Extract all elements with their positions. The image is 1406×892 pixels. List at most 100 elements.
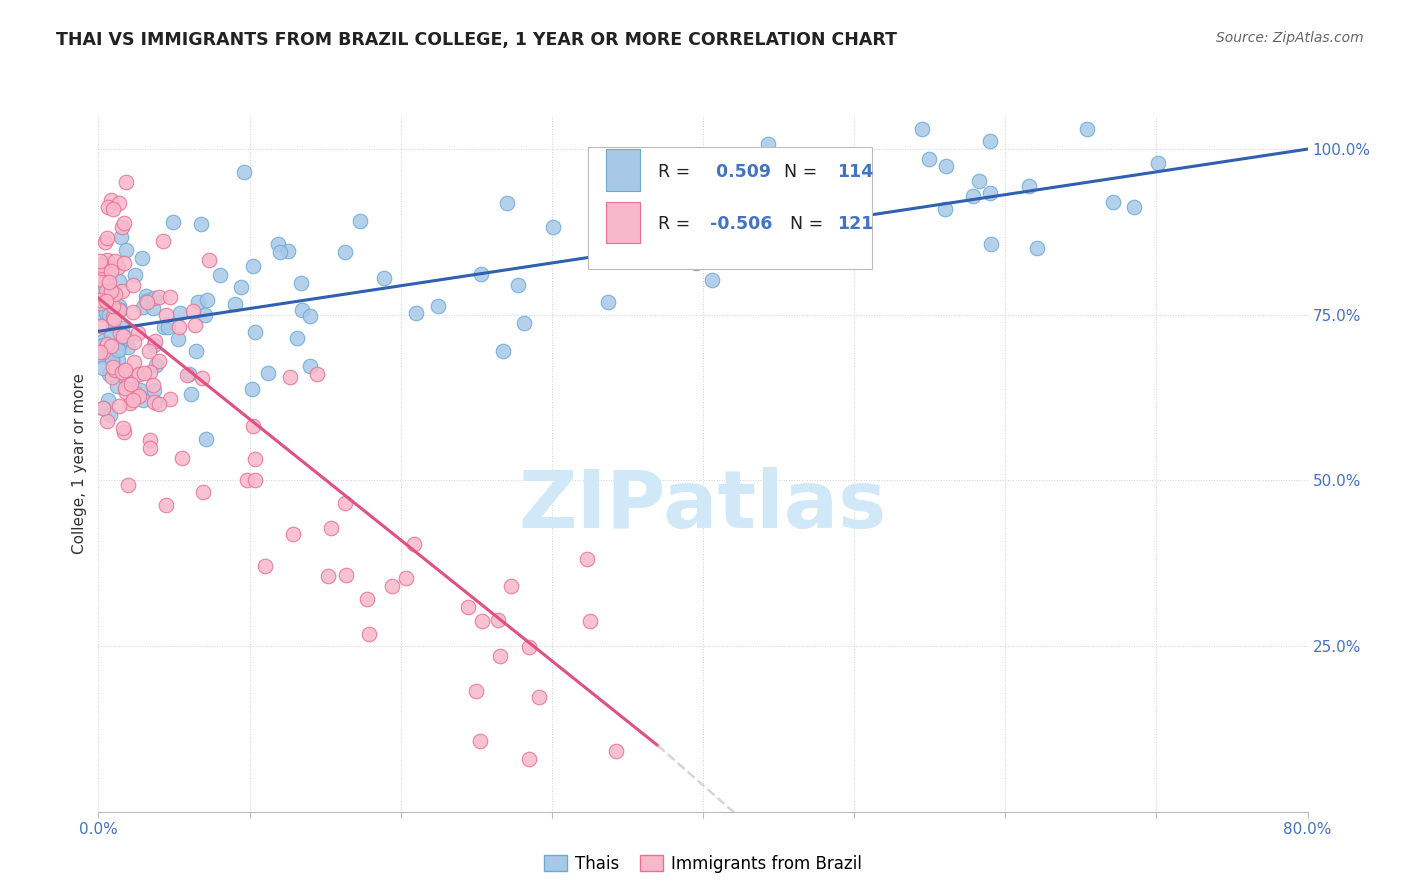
Point — [96, 414, 118, 428]
Point — [122, 386, 145, 401]
Point — [402, 537, 425, 551]
Point — [96, 392, 118, 407]
Point — [122, 304, 145, 318]
Point — [101, 318, 124, 332]
Point — [111, 321, 134, 335]
Point — [89, 345, 111, 359]
Point — [121, 393, 143, 408]
Point — [290, 276, 312, 290]
Point — [96, 284, 118, 298]
Point — [191, 371, 214, 385]
Point — [104, 362, 127, 376]
Point — [142, 383, 165, 397]
Point — [962, 189, 984, 203]
Point — [180, 387, 202, 401]
Point — [299, 309, 322, 323]
Point — [108, 196, 131, 211]
Point — [267, 237, 290, 252]
Text: THAI VS IMMIGRANTS FROM BRAZIL COLLEGE, 1 YEAR OR MORE CORRELATION CHART: THAI VS IMMIGRANTS FROM BRAZIL COLLEGE, … — [56, 31, 897, 49]
Point — [838, 217, 860, 231]
Point — [967, 173, 990, 187]
Point — [194, 309, 217, 323]
Point — [89, 254, 111, 268]
Point — [107, 260, 129, 274]
Point — [110, 335, 132, 350]
Point — [121, 278, 143, 293]
Point — [100, 285, 122, 299]
Point — [128, 367, 150, 381]
Point — [486, 613, 509, 627]
Text: Source: ZipAtlas.com: Source: ZipAtlas.com — [1216, 31, 1364, 45]
Point — [198, 253, 221, 268]
Point — [134, 366, 156, 380]
Point — [492, 344, 515, 359]
Point — [117, 340, 139, 354]
Point — [381, 579, 404, 593]
Point — [283, 527, 305, 541]
Point — [100, 370, 122, 384]
Point — [100, 327, 122, 342]
Point — [96, 201, 118, 215]
Point — [285, 331, 308, 345]
Point — [240, 383, 263, 397]
Point — [135, 293, 157, 308]
Point — [121, 389, 143, 403]
Point — [94, 259, 117, 273]
Text: N =: N = — [779, 215, 830, 233]
Text: -0.506: -0.506 — [710, 215, 773, 233]
Point — [911, 122, 934, 136]
Point — [269, 244, 291, 259]
Point — [470, 267, 492, 281]
Point — [103, 311, 125, 326]
Point — [685, 256, 707, 270]
Point — [208, 268, 231, 283]
Point — [245, 325, 267, 339]
Point — [183, 318, 205, 333]
Point — [335, 567, 357, 582]
Point — [335, 496, 357, 510]
Point — [117, 478, 139, 492]
Point — [112, 425, 135, 439]
Point — [191, 485, 214, 500]
Point — [110, 229, 132, 244]
Point — [103, 360, 125, 375]
Point — [1146, 156, 1168, 170]
Point — [464, 684, 486, 698]
Point — [333, 245, 356, 260]
Point — [114, 369, 136, 384]
Point — [527, 690, 550, 704]
Point — [148, 354, 170, 368]
Point — [307, 367, 329, 381]
Point — [148, 290, 170, 304]
Point — [143, 395, 166, 409]
Point — [349, 213, 371, 227]
Point — [159, 290, 181, 304]
Point — [122, 355, 145, 369]
Point — [169, 306, 191, 320]
Point — [186, 344, 208, 359]
Point — [111, 421, 134, 435]
Point — [395, 571, 418, 585]
Point — [471, 615, 494, 629]
Point — [167, 332, 190, 346]
Point — [243, 474, 266, 488]
Point — [517, 752, 540, 766]
Point — [93, 284, 115, 298]
Point — [101, 300, 124, 314]
Point — [457, 600, 479, 615]
Point — [1076, 122, 1098, 136]
Point — [121, 371, 143, 385]
Point — [148, 397, 170, 411]
Point — [110, 303, 132, 318]
Point — [91, 282, 114, 296]
Point — [114, 381, 136, 395]
Point — [242, 260, 264, 274]
Point — [90, 273, 112, 287]
Point — [979, 186, 1001, 201]
Point — [120, 396, 142, 410]
Text: ZIPatlas: ZIPatlas — [519, 467, 887, 545]
Point — [142, 301, 165, 316]
Point — [153, 320, 176, 334]
Point — [232, 165, 254, 179]
Text: R =: R = — [658, 215, 696, 233]
